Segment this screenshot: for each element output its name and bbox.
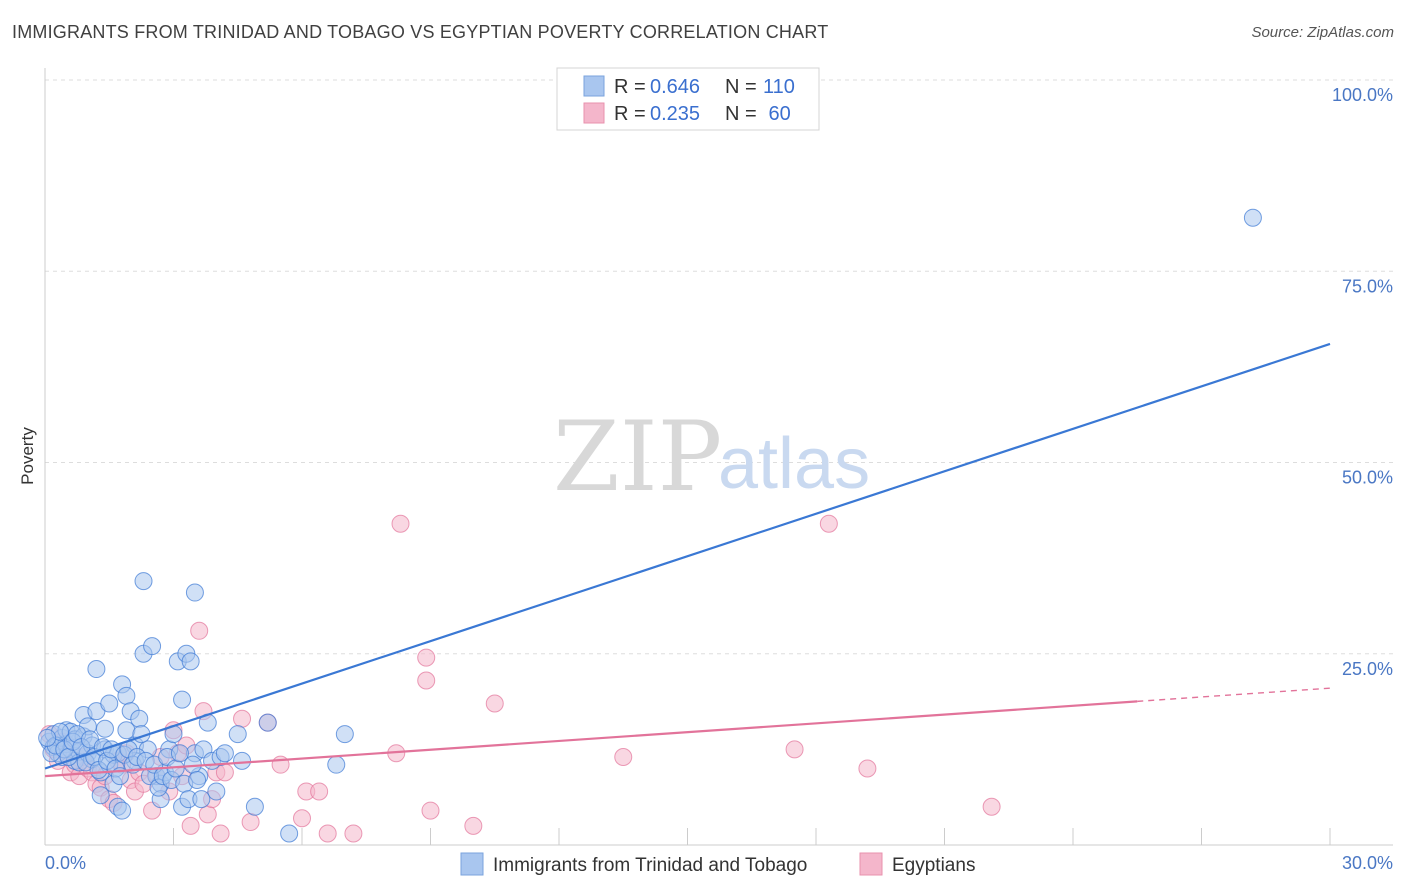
bottom-legend-label-pink: Egyptians <box>892 855 975 876</box>
egyptian-point <box>391 514 410 533</box>
legend-n-label-1: N = <box>725 76 757 98</box>
watermark-atlas: atlas <box>718 424 870 504</box>
egyptian-point <box>211 824 230 843</box>
trinidad-point <box>258 713 277 732</box>
trinidad-point <box>192 790 211 809</box>
trend-line-egyptians-extension <box>1137 687 1331 703</box>
y-axis-title: Poverty <box>18 427 37 485</box>
trinidad-point <box>134 572 153 591</box>
watermark-zip: ZIP <box>553 401 722 513</box>
legend-r-label-2: R = <box>614 103 646 125</box>
trinidad-point <box>173 690 192 709</box>
egyptian-point <box>485 694 504 713</box>
egyptian-point <box>233 709 252 728</box>
bottom-legend: Immigrants from Trinidad and Tobago Egyp… <box>460 852 975 876</box>
trinidad-point <box>91 786 110 805</box>
bottom-legend-swatch-pink <box>859 852 883 876</box>
legend-r-value-2: 0.235 <box>650 103 700 125</box>
egyptian-point <box>464 816 483 835</box>
egyptian-point <box>293 809 311 828</box>
x-tick-label: 0.0% <box>45 853 86 873</box>
trinidad-point <box>130 709 149 728</box>
y-tick-label: 75.0% <box>1342 276 1393 296</box>
x-tick-labels: 0.0% 30.0% <box>45 853 1393 873</box>
legend: R = 0.646 N = 110 R = 0.235 N = 60 <box>556 67 820 131</box>
trinidad-point <box>113 801 132 820</box>
egyptian-point <box>819 514 838 533</box>
egyptian-point <box>190 621 209 640</box>
trend-lines <box>44 342 1331 778</box>
trinidad-point <box>188 770 207 789</box>
y-tick-labels: 25.0% 50.0% 75.0% 100.0% <box>1332 85 1393 679</box>
egyptian-point <box>858 759 877 778</box>
egyptian-point <box>421 801 440 820</box>
trinidad-point <box>181 652 200 671</box>
y-tick-label: 100.0% <box>1332 85 1393 105</box>
y-tick-label: 50.0% <box>1342 468 1393 488</box>
trinidad-point <box>95 719 114 738</box>
legend-n-label-2: N = <box>725 103 757 125</box>
watermark: ZIP atlas <box>553 401 870 513</box>
legend-n-value-2: 60 <box>763 103 791 125</box>
trinidad-point <box>143 637 162 656</box>
trinidad-point <box>327 755 346 774</box>
egyptian-point <box>785 740 804 759</box>
egyptian-point <box>318 824 337 843</box>
trinidad-point <box>233 751 252 770</box>
egyptian-point <box>417 671 436 690</box>
legend-r-label-1: R = <box>614 76 646 98</box>
series-egyptians-points <box>40 514 1001 843</box>
y-tick-label: 25.0% <box>1342 659 1393 679</box>
egyptian-point <box>982 797 1001 816</box>
x-tick-label: 30.0% <box>1342 853 1393 873</box>
trinidad-point <box>87 660 106 679</box>
egyptian-point <box>181 816 200 835</box>
legend-swatch-blue <box>583 75 605 97</box>
legend-r-value-1: 0.646 <box>650 76 700 98</box>
legend-swatch-pink <box>583 102 605 124</box>
trinidad-point <box>335 725 354 744</box>
trinidad-point <box>38 728 57 747</box>
egyptian-point <box>344 824 363 843</box>
trinidad-point <box>1243 208 1262 227</box>
source-credit: Source: ZipAtlas.com <box>1251 24 1394 41</box>
trend-line-egyptians <box>44 700 1138 778</box>
trinidad-point <box>100 694 119 713</box>
egyptian-point <box>417 648 436 667</box>
egyptian-point <box>310 782 329 801</box>
bottom-legend-label-blue: Immigrants from Trinidad and Tobago <box>493 855 807 876</box>
egyptian-point <box>198 805 217 824</box>
trinidad-point <box>280 824 299 843</box>
bottom-legend-swatch-blue <box>460 852 484 876</box>
legend-n-value-1: 110 <box>763 76 795 98</box>
trinidad-point <box>170 744 189 763</box>
trinidad-point <box>117 686 136 705</box>
trend-line-trinidad <box>44 342 1331 770</box>
egyptian-point <box>241 813 260 832</box>
trinidad-point <box>245 797 264 816</box>
trinidad-point <box>228 725 247 744</box>
trinidad-point <box>185 583 204 602</box>
egyptian-point <box>614 748 633 767</box>
trinidad-point <box>207 782 226 801</box>
chart-title: IMMIGRANTS FROM TRINIDAD AND TOBAGO VS E… <box>12 22 829 42</box>
axes <box>44 68 1393 846</box>
series-trinidad-points <box>38 208 1262 843</box>
trinidad-point <box>215 744 234 763</box>
grid-lines <box>45 79 1393 655</box>
